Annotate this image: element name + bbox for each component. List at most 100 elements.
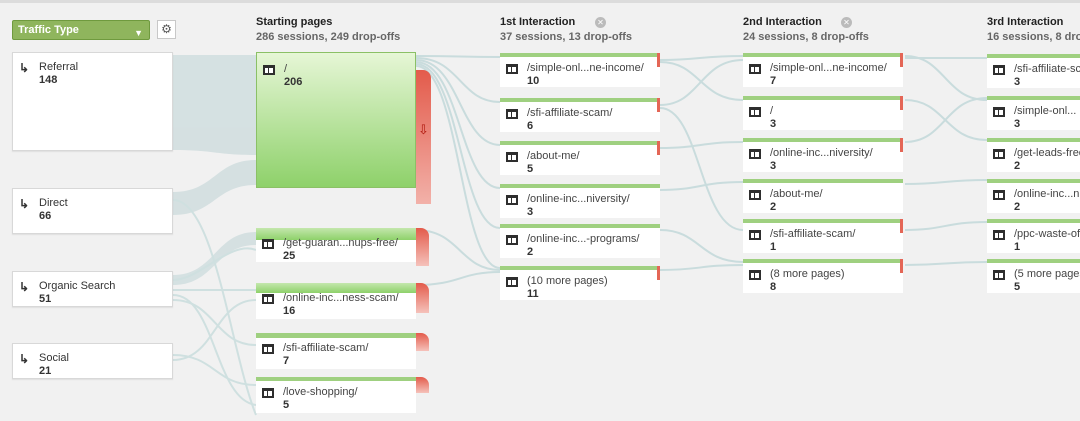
dropoff-bar[interactable] bbox=[900, 259, 903, 273]
progress-bar bbox=[987, 259, 1080, 263]
source-node-social[interactable]: ↳ Social 21 bbox=[12, 343, 173, 379]
traffic-arrow-icon: ↳ bbox=[19, 197, 30, 211]
column-header-3rd-interaction: 3rd Interaction 16 sessions, 8 drop-offs bbox=[987, 16, 1080, 43]
page-icon bbox=[749, 149, 761, 159]
page-node[interactable]: /about-me/ 2 bbox=[743, 179, 903, 213]
page-icon bbox=[506, 64, 518, 74]
progress-bar bbox=[500, 266, 660, 270]
page-node[interactable]: /online-inc...-programs/ 2 bbox=[500, 224, 660, 258]
progress-bar bbox=[743, 96, 903, 100]
page-node[interactable]: (10 more pages) 11 bbox=[500, 266, 660, 300]
dropoff-bar[interactable] bbox=[416, 333, 429, 351]
dropoff-bar[interactable] bbox=[657, 98, 660, 112]
progress-bar bbox=[256, 377, 416, 381]
page-count: 7 bbox=[283, 355, 290, 367]
column-subtitle: 16 sessions, 8 drop-offs bbox=[987, 31, 1080, 43]
page-node[interactable]: /love-shopping/ 5 bbox=[256, 377, 416, 413]
page-node[interactable]: /get-leads-free 2 bbox=[987, 138, 1080, 172]
page-label: /simple-onl...ne-income/ bbox=[770, 62, 887, 74]
page-node[interactable]: /online-inc...niversity/ 3 bbox=[743, 138, 903, 172]
page-node[interactable]: /online-inc...niversity/ 3 bbox=[500, 184, 660, 218]
page-label: /online-inc...niversity/ bbox=[770, 147, 873, 159]
page-node[interactable]: /sfi-affiliate-scam/ 6 bbox=[500, 98, 660, 132]
page-node[interactable]: /about-me/ 5 bbox=[500, 141, 660, 175]
page-node[interactable]: /sfi-affiliate-scam/ 7 bbox=[256, 333, 416, 369]
page-icon bbox=[506, 109, 518, 119]
dropoff-bar[interactable] bbox=[657, 141, 660, 155]
page-node[interactable]: /simple-onl...ne-income/ 7 bbox=[743, 53, 903, 87]
dropoff-bar[interactable] bbox=[900, 53, 903, 67]
dropoff-bar[interactable] bbox=[900, 138, 903, 152]
page-node[interactable]: /ppc-waste-of- 1 bbox=[987, 219, 1080, 253]
source-name: Direct bbox=[39, 197, 68, 209]
page-count: 10 bbox=[527, 75, 540, 87]
progress-bar bbox=[987, 179, 1080, 183]
dropoff-bar[interactable] bbox=[657, 266, 660, 280]
column-title: 3rd Interaction bbox=[987, 16, 1064, 28]
page-icon bbox=[506, 195, 518, 205]
close-icon[interactable]: ✕ bbox=[841, 17, 852, 28]
page-label: /sfi-affiliate-scam/ bbox=[283, 342, 369, 354]
page-icon bbox=[993, 230, 1005, 240]
page-node[interactable]: /simple-onl... 3 bbox=[987, 96, 1080, 130]
page-icon bbox=[749, 270, 761, 280]
page-label: /get-guaran...nups-free/ bbox=[283, 237, 398, 249]
page-node[interactable]: /online-inc...ness-scam/ 16 bbox=[256, 283, 416, 319]
progress-bar bbox=[743, 259, 903, 263]
page-label: /sfi-affiliate-sc bbox=[1014, 63, 1080, 75]
page-label: /online-inc...-programs/ bbox=[527, 233, 640, 245]
page-label: /sfi-affiliate-scam/ bbox=[527, 107, 613, 119]
source-count: 148 bbox=[39, 74, 58, 86]
page-label: /about-me/ bbox=[527, 150, 580, 162]
source-node-organic-search[interactable]: ↳ Organic Search 51 bbox=[12, 271, 173, 307]
page-node[interactable]: /get-guaran...nups-free/ 25 bbox=[256, 228, 416, 262]
progress-bar bbox=[987, 138, 1080, 142]
dropoff-bar[interactable] bbox=[416, 377, 429, 393]
traffic-arrow-icon: ↳ bbox=[19, 61, 30, 75]
page-count: 2 bbox=[1014, 160, 1021, 172]
page-count: 2 bbox=[1014, 201, 1021, 213]
traffic-type-dropdown[interactable]: Traffic Type ▼ bbox=[12, 20, 150, 40]
chevron-down-icon: ▼ bbox=[134, 28, 143, 38]
source-node-direct[interactable]: ↳ Direct 66 bbox=[12, 188, 173, 234]
source-count: 66 bbox=[39, 210, 52, 222]
progress-bar bbox=[987, 219, 1080, 223]
progress-bar bbox=[500, 224, 660, 228]
page-label: /sfi-affiliate-scam/ bbox=[770, 228, 856, 240]
dropoff-bar[interactable] bbox=[900, 96, 903, 110]
progress-bar bbox=[500, 53, 660, 57]
page-count: 11 bbox=[527, 288, 539, 300]
page-node[interactable]: (8 more pages) 8 bbox=[743, 259, 903, 293]
settings-button[interactable]: ⚙ bbox=[157, 20, 176, 39]
page-label: /ppc-waste-of- bbox=[1014, 228, 1080, 240]
dropoff-bar[interactable] bbox=[416, 283, 429, 313]
page-count: 6 bbox=[527, 120, 534, 132]
source-name: Organic Search bbox=[39, 280, 116, 292]
progress-bar bbox=[743, 53, 903, 57]
page-icon bbox=[262, 294, 274, 304]
page-node[interactable]: /online-inc...ni 2 bbox=[987, 179, 1080, 213]
page-count: 25 bbox=[283, 250, 296, 262]
traffic-arrow-icon: ↳ bbox=[19, 280, 30, 294]
traffic-type-label: Traffic Type bbox=[18, 24, 79, 36]
source-node-referral[interactable]: ↳ Referral 148 bbox=[12, 52, 173, 151]
dropoff-bar[interactable] bbox=[657, 53, 660, 67]
page-node[interactable]: (5 more pages 5 bbox=[987, 259, 1080, 293]
page-label: (8 more pages) bbox=[770, 268, 845, 280]
page-label: (10 more pages) bbox=[527, 275, 608, 287]
dropoff-bar[interactable]: ⇩ bbox=[416, 70, 431, 204]
page-icon bbox=[749, 64, 761, 74]
page-node[interactable]: / 3 bbox=[743, 96, 903, 130]
page-node[interactable]: /sfi-affiliate-sc 3 bbox=[987, 54, 1080, 88]
page-node[interactable]: /simple-onl...ne-income/ 10 bbox=[500, 53, 660, 87]
source-name: Referral bbox=[39, 61, 79, 73]
close-icon[interactable]: ✕ bbox=[595, 17, 606, 28]
traffic-arrow-icon: ↳ bbox=[19, 352, 30, 366]
page-count: 7 bbox=[770, 75, 777, 87]
page-node[interactable]: /sfi-affiliate-scam/ 1 bbox=[743, 219, 903, 253]
dropoff-bar[interactable] bbox=[900, 219, 903, 233]
page-icon bbox=[749, 190, 761, 200]
page-node-home[interactable]: / 206 bbox=[256, 52, 416, 188]
progress-bar bbox=[500, 98, 660, 102]
dropoff-bar[interactable] bbox=[416, 228, 429, 266]
